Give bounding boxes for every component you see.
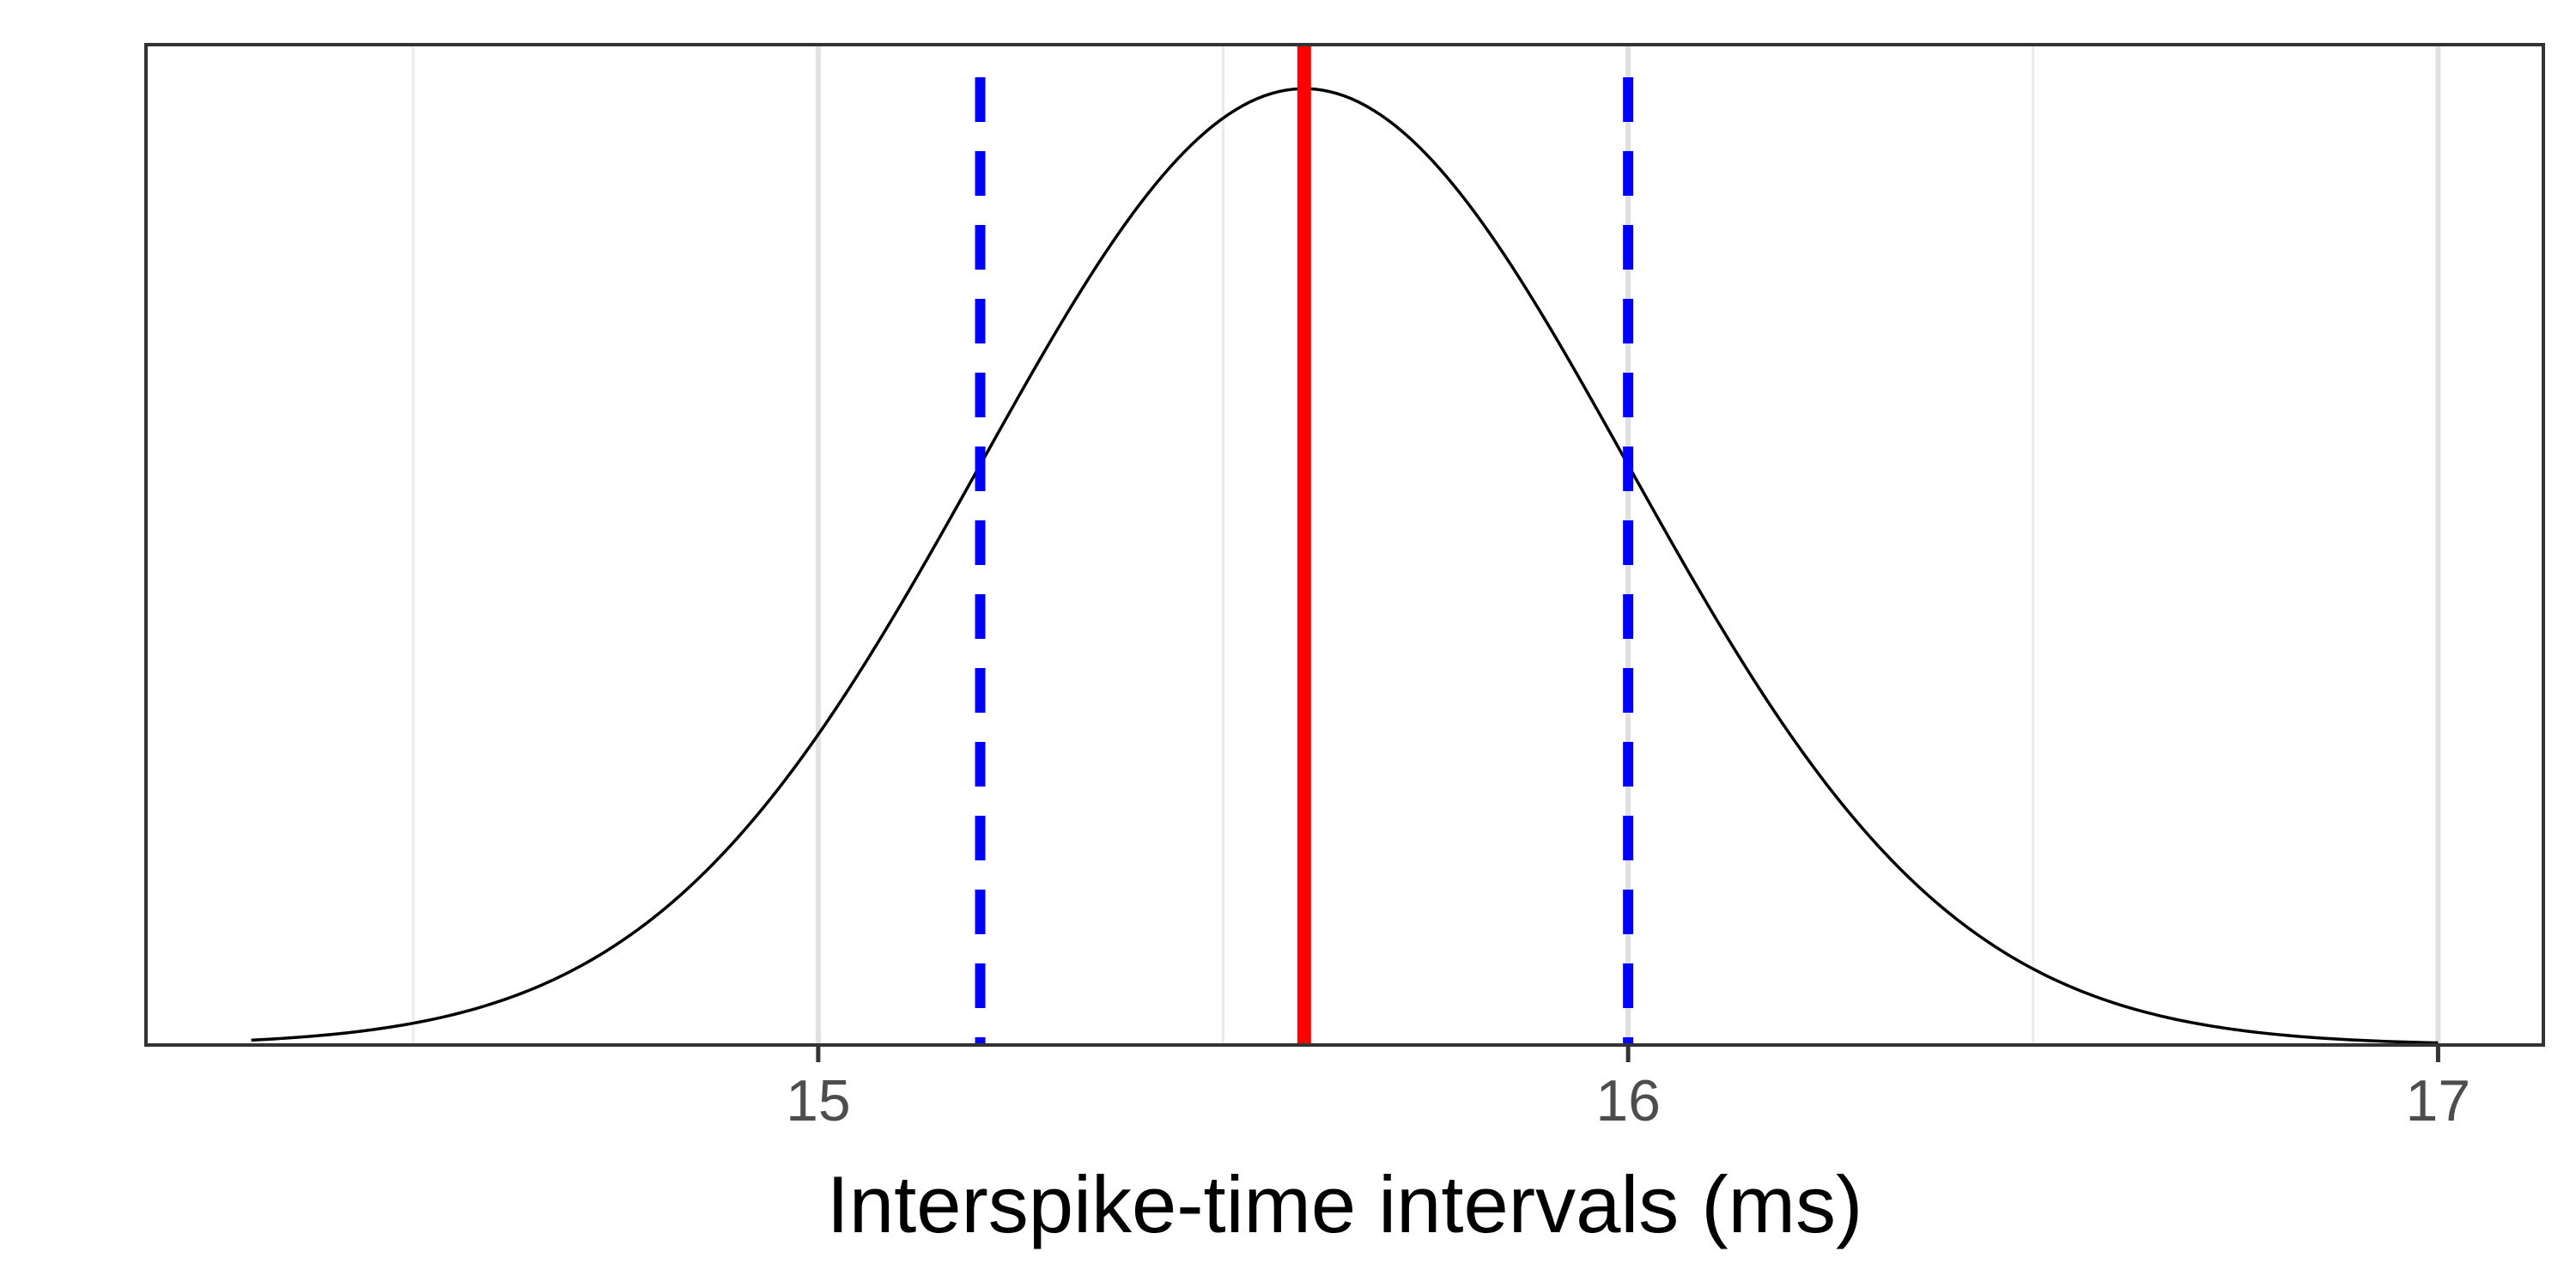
plot-data — [251, 45, 2439, 1045]
x-axis-title: Interspike-time intervals (ms) — [827, 1159, 1863, 1249]
x-tick-label: 16 — [1595, 1068, 1661, 1133]
density-curve — [251, 87, 2439, 1045]
x-tick-label: 17 — [2406, 1068, 2471, 1133]
panel-border — [144, 43, 2545, 1047]
x-axis: 15 16 17 — [786, 1045, 2470, 1133]
x-tick-label: 15 — [786, 1068, 851, 1133]
